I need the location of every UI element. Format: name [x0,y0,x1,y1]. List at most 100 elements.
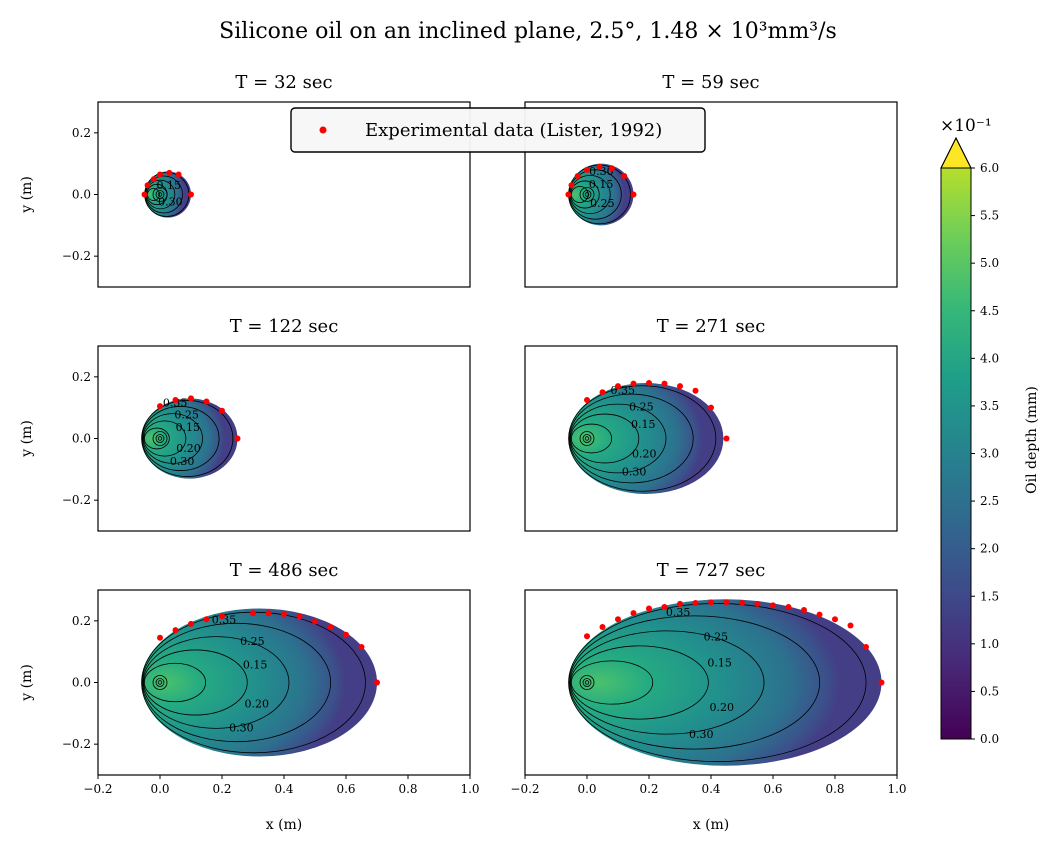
colorbar-tick-label: 5.5 [980,209,999,223]
contour-line [143,427,170,450]
experimental-point [599,389,606,396]
experimental-point [708,599,714,606]
colorbar-tick-label: 0.5 [980,684,999,698]
experimental-point [677,600,683,607]
experimental-point [770,602,776,609]
x-axis-label: x (m) [693,817,730,833]
contour-line [570,660,654,705]
experimental-point [157,634,163,641]
contour-label: 0.15 [176,421,201,434]
experimental-point [621,173,628,179]
axes-frame [524,101,898,288]
experimental-point [281,611,287,618]
contour-label: 0.20 [245,698,270,711]
experimental-point [188,191,194,198]
experimental-point [801,607,807,614]
experimental-point [234,435,241,442]
experimental-point [175,171,182,178]
x-tick-label: 1.0 [887,782,906,796]
experimental-point [708,404,714,411]
axes-frame [524,345,898,532]
experimental-point [723,599,730,606]
experimental-point [584,633,590,640]
panel-5: T = 486 sec 0.15 0.20 0.25 0.30 0.35 −0.2 0.0 0.… [19,560,480,833]
oil-film [568,383,724,494]
contour-label: 0.20 [709,701,734,714]
y-tick-label: 0.0 [72,676,91,690]
y-axis-label: y (m) [19,176,35,214]
colorbar-tick-label: 3.5 [980,399,999,413]
experimental-point [646,605,652,612]
experimental-point [677,383,683,390]
contour-line [570,423,613,454]
source-contour [152,431,168,446]
contour-line [141,400,234,477]
oil-film [568,599,882,766]
experimental-point [754,600,761,607]
source-contour [579,187,595,202]
oil-film [144,171,191,218]
contour-label: 0.30 [689,728,714,741]
legend-label: Experimental data (Lister, 1992) [365,120,662,141]
colorbar-tick-label: 0.0 [980,732,999,746]
y-axis-label: y (m) [19,664,35,702]
panel-1: T = 32 sec 0.15 0.30 −0.2 0.0 0.2 y (m) [19,72,471,288]
x-tick-label: 0.6 [763,782,782,796]
colorbar-tick-label: 1.5 [980,589,999,603]
source-contour [152,187,168,202]
source-contour [584,436,590,441]
experimental-point [878,679,885,686]
contour-label: 0.25 [590,197,615,210]
experimental-point [296,613,303,620]
x-tick-label: −0.2 [510,782,539,796]
contour-line [570,413,640,464]
experimental-point [661,380,668,387]
source-contour [584,680,590,685]
experimental-point [608,165,615,172]
contour-label: 0.20 [632,447,657,460]
experimental-point [172,627,179,634]
colorbar: 0.00.51.01.52.02.53.03.54.04.55.05.56.0 … [940,116,1040,746]
source-contour [155,434,165,443]
experimental-point [203,398,210,405]
colorbar-tick-label: 2.0 [980,542,999,556]
contour-label: 0.25 [704,630,729,643]
experimental-point [219,613,225,620]
colorbar-label: Oil depth (mm) [1024,386,1040,494]
legend: Experimental data (Lister, 1992) [290,107,706,153]
colorbar-tick-label: 5.0 [980,256,999,270]
colorbar-ticks: 0.0 0.5 1.0 1.5 2.0 2.5 3.0 3.5 4.0 4.5 5.0 5.5 6.0 [971,161,999,746]
source-contour [155,190,165,199]
colorbar-tick-label: 6.0 [980,161,999,175]
experimental-point [343,631,349,638]
contour-line [142,636,290,729]
experimental-point [150,176,157,183]
experimental-point [596,163,603,170]
source-contour [582,190,592,199]
experimental-point [832,616,838,623]
contour-label: 0.15 [589,178,614,191]
contour-line [141,622,332,743]
panel-title: T = 727 sec [657,560,766,581]
contour-line [570,645,709,720]
colorbar-tick-label: 2.5 [980,494,999,508]
contour-line [568,615,821,750]
y-tick-label: 0.2 [72,126,91,140]
oil-film [141,608,377,757]
colorbar-tick-label: 4.5 [980,304,999,318]
source-contour [157,436,163,441]
experimental-point [615,616,621,623]
x-tick-label: 0.0 [577,782,596,796]
x-tick-label: 1.0 [460,782,479,796]
contour-line [568,385,717,492]
experimental-point [692,599,699,606]
contour-label: 0.30 [622,465,647,478]
experimental-point [661,603,668,610]
experimental-point [646,380,652,386]
panel-title: T = 32 sec [235,72,332,93]
contour-line [569,630,765,735]
experimental-point [144,182,151,189]
experimental-point [574,173,581,179]
contour-line [142,413,203,464]
contour-label: 0.35 [610,384,635,397]
